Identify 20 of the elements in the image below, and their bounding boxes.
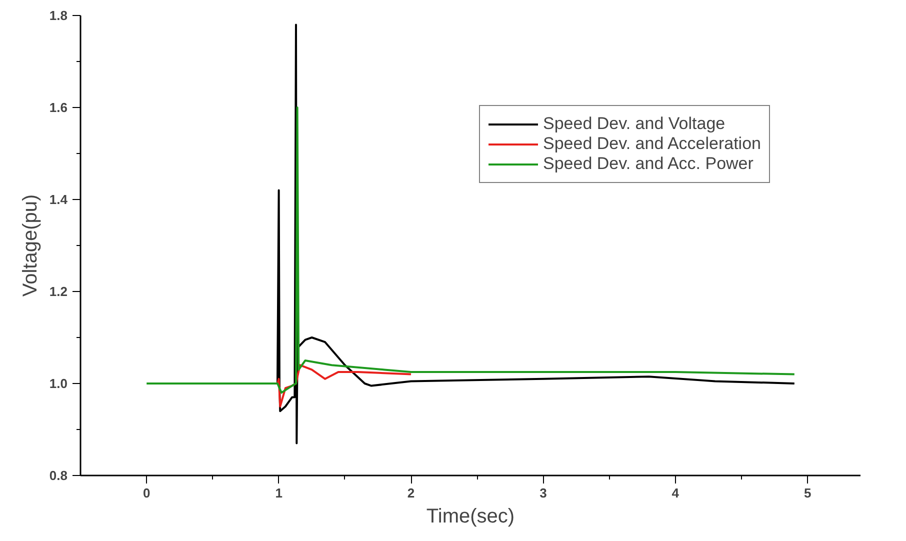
line-series — [276, 364, 412, 408]
y-axis-title: Voltage(pu) — [19, 194, 42, 297]
legend-label: Speed Dev. and Acceleration — [543, 134, 761, 154]
y-tick-label: 0.8 — [49, 468, 68, 483]
x-tick-label: 3 — [540, 486, 547, 500]
legend-label: Speed Dev. and Voltage — [543, 114, 726, 134]
x-tick-label: 4 — [672, 486, 680, 500]
line-series — [146, 106, 796, 394]
y-tick-label: 1.0 — [49, 376, 68, 391]
y-tick-label: 1.8 — [49, 8, 68, 23]
y-tick-label: 1.6 — [49, 100, 68, 115]
legend-label: Speed Dev. and Acc. Power — [543, 154, 754, 174]
x-tick-label: 5 — [804, 486, 812, 500]
y-tick-label: 1.2 — [49, 284, 68, 299]
x-tick-label: 1 — [275, 486, 282, 500]
line-series — [276, 24, 796, 444]
x-axis-title: Time(sec) — [426, 506, 515, 528]
x-tick-label: 2 — [407, 486, 415, 500]
x-tick-label: 0 — [142, 486, 150, 500]
y-tick-label: 1.4 — [49, 192, 68, 207]
